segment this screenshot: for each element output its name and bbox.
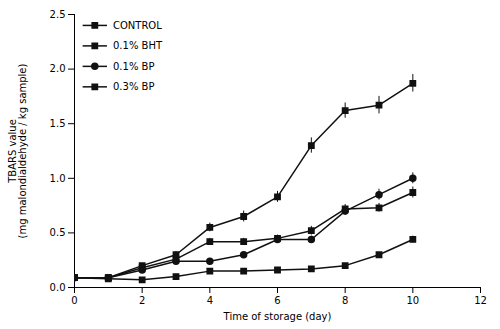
svg-text:6: 6 (274, 295, 280, 306)
svg-text:10: 10 (406, 295, 419, 306)
svg-text:0.1% BHT: 0.1% BHT (113, 40, 163, 51)
svg-text:2.0: 2.0 (50, 63, 66, 74)
svg-text:0.5: 0.5 (50, 227, 66, 238)
svg-text:Time of storage (day): Time of storage (day) (223, 311, 332, 322)
svg-text:8: 8 (342, 295, 348, 306)
svg-text:12: 12 (474, 295, 487, 306)
svg-text:0.3% BP: 0.3% BP (113, 81, 154, 92)
svg-text:2: 2 (139, 295, 145, 306)
svg-text:CONTROL: CONTROL (113, 20, 162, 31)
svg-text:TBARS value(mg malondialdehyde: TBARS value(mg malondialdehyde / kg samp… (7, 63, 28, 238)
svg-text:4: 4 (207, 295, 213, 306)
svg-text:2.5: 2.5 (50, 9, 66, 20)
svg-text:1.0: 1.0 (50, 173, 66, 184)
svg-text:0.0: 0.0 (50, 282, 66, 293)
svg-text:0: 0 (71, 295, 77, 306)
svg-text:0.1% BP: 0.1% BP (113, 61, 154, 72)
svg-text:1.5: 1.5 (50, 118, 66, 129)
